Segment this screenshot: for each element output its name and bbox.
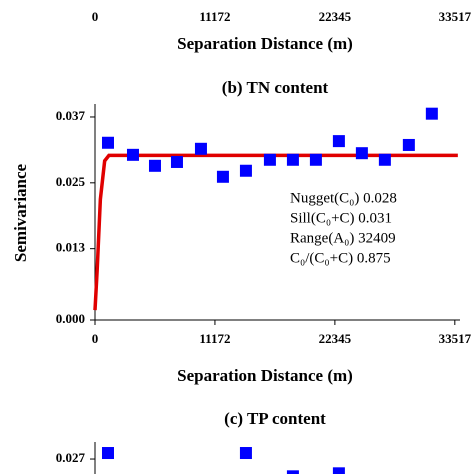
y-tick-label: 0.000 — [56, 311, 85, 326]
data-point — [263, 153, 276, 166]
data-point — [378, 153, 391, 166]
x-tick-label: 11172 — [199, 331, 230, 346]
data-point — [286, 470, 299, 474]
x-tick-label: 0 — [92, 9, 99, 24]
y-tick-label: 0.025 — [56, 174, 86, 189]
annotation: Nugget(C₀) 0.028 — [290, 190, 397, 206]
x-tick-label: 11172 — [199, 9, 230, 24]
x-tick-label: 22345 — [319, 9, 352, 24]
y-tick-label: 0.027 — [56, 450, 86, 465]
data-point — [332, 467, 345, 474]
data-point — [355, 147, 368, 160]
y-tick-label: 0.037 — [56, 108, 86, 123]
data-point — [332, 135, 345, 148]
model-line — [93, 153, 458, 311]
data-point — [216, 170, 229, 183]
y-axis-label: Semivariance — [11, 163, 30, 262]
data-point — [402, 138, 415, 151]
x-tick-label: 22345 — [319, 331, 352, 346]
x-tick-label: 33517 — [439, 331, 472, 346]
data-point — [148, 159, 161, 172]
data-point — [309, 153, 322, 166]
annotation: Range(A₀) 32409 — [290, 230, 396, 246]
x-tick-label: 0 — [92, 331, 99, 346]
annotation: Sill(C₀+C) 0.031 — [290, 210, 392, 226]
x-axis-label: Separation Distance (m) — [177, 366, 353, 385]
data-point — [126, 148, 139, 161]
annotation: C₀/(C₀+C) 0.875 — [290, 250, 391, 266]
data-point — [425, 107, 438, 120]
data-point — [239, 164, 252, 177]
data-point — [170, 155, 183, 168]
data-point — [239, 447, 252, 460]
data-point — [286, 153, 299, 166]
data-point — [101, 447, 114, 460]
y-tick-label: 0.013 — [56, 240, 86, 255]
data-point — [194, 142, 207, 155]
chart-title: (b) TN content — [222, 78, 329, 97]
x-axis-label: Separation Distance (m) — [177, 34, 353, 53]
x-tick-label: 33517 — [439, 9, 472, 24]
data-point — [101, 136, 114, 149]
chart-title: (c) TP content — [224, 409, 326, 428]
